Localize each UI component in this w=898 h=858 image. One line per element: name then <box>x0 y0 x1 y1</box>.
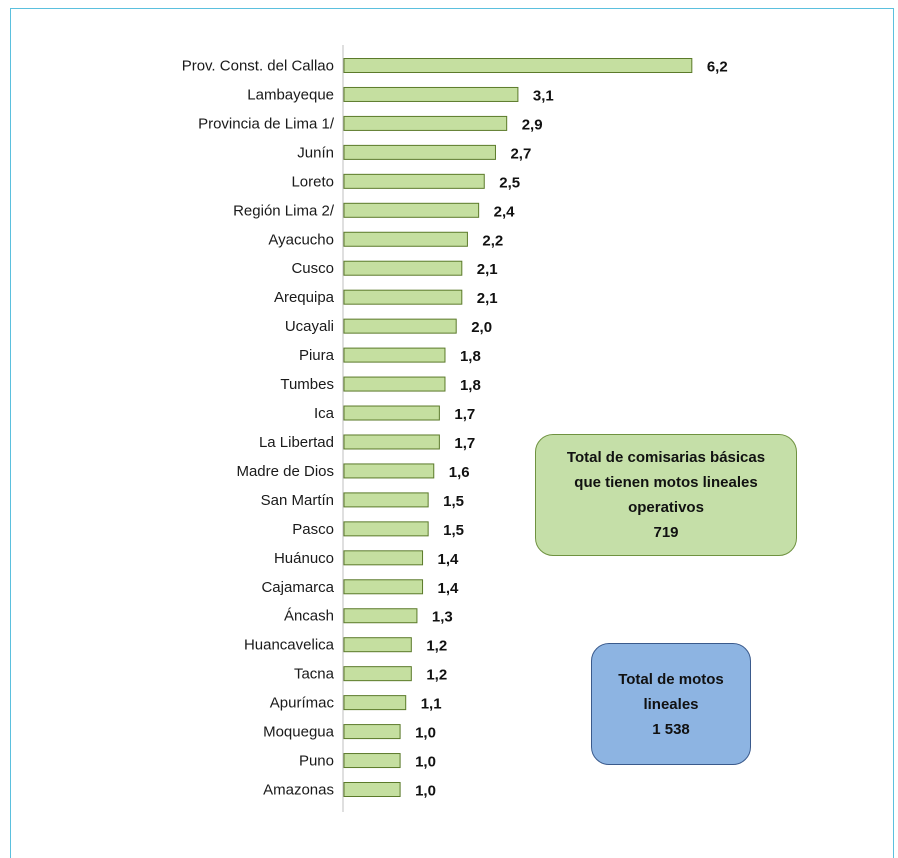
value-label: 1,8 <box>460 377 481 394</box>
category-label: Ica <box>314 405 335 422</box>
category-label: Piura <box>299 347 335 364</box>
bars-group <box>343 58 693 797</box>
bar <box>343 405 440 421</box>
value-label: 1,5 <box>443 493 464 510</box>
bar <box>343 115 508 131</box>
value-label: 3,1 <box>533 87 554 104</box>
category-label: Moquegua <box>263 724 335 741</box>
value-label: 1,0 <box>415 725 436 742</box>
category-label: Tumbes <box>280 376 334 393</box>
value-label: 1,2 <box>426 667 447 684</box>
category-label: San Martín <box>261 492 334 509</box>
bar <box>343 202 480 218</box>
bar <box>343 492 429 508</box>
category-label: Tacna <box>294 666 335 683</box>
value-label: 1,3 <box>432 609 453 626</box>
category-label: Prov. Const. del Callao <box>182 58 334 75</box>
callout-motos-line1: Total de motos <box>618 670 724 688</box>
callout-motos-value: 1 538 <box>652 720 690 738</box>
bar <box>343 550 424 566</box>
value-label: 2,4 <box>494 203 516 220</box>
value-label: 6,2 <box>707 59 728 76</box>
value-label: 1,1 <box>421 696 442 713</box>
category-label: Huánuco <box>274 550 334 567</box>
value-labels-group: 6,2 3,1 2,9 2,7 2,5 2,4 2,2 2,1 2,1 2,0 1,8 1,8 1,7 1… <box>415 59 728 800</box>
value-label: 1,4 <box>438 580 460 597</box>
value-label: 1,2 <box>426 638 447 655</box>
bar <box>343 695 407 711</box>
total-motos-callout: Total de motos lineales 1 538 <box>591 643 751 765</box>
callout-motos-line2: lineales <box>643 695 699 713</box>
value-label: 2,2 <box>482 232 503 249</box>
bar <box>343 260 463 276</box>
bar <box>343 347 446 363</box>
bar <box>343 782 401 797</box>
callout-comisarias-line3: operativos <box>628 499 704 516</box>
chart-frame <box>10 8 894 858</box>
bar <box>343 434 440 450</box>
category-label: Cajamarca <box>261 579 334 596</box>
value-label: 1,0 <box>415 783 436 800</box>
value-label: 2,9 <box>522 116 543 133</box>
category-label: Apurímac <box>270 695 335 712</box>
category-label: Amazonas <box>263 782 334 799</box>
bar <box>343 637 412 653</box>
category-label: Arequipa <box>274 289 335 306</box>
category-label: Loreto <box>291 173 334 190</box>
bar <box>343 173 485 189</box>
category-label: Áncash <box>284 608 334 625</box>
value-label: 1,6 <box>449 464 470 481</box>
bar <box>343 608 418 624</box>
category-labels-group: Prov. Const. del Callao Lambayeque Provinc… <box>182 58 335 799</box>
bar <box>343 579 424 595</box>
category-label: Lambayeque <box>247 86 334 103</box>
bar <box>343 144 496 160</box>
callout-comisarias-line1: Total de comisarias básicas <box>566 449 766 466</box>
bar <box>343 521 429 537</box>
category-label: Junín <box>297 144 334 161</box>
bar <box>343 666 412 682</box>
bar <box>343 724 401 740</box>
value-label: 1,8 <box>460 348 481 365</box>
total-comisarias-callout: Total de comisarias básicas que tienen m… <box>535 434 797 556</box>
value-label: 2,1 <box>477 261 498 278</box>
value-label: 1,5 <box>443 522 464 539</box>
category-label: La Libertad <box>259 434 334 451</box>
callout-comisarias-line2: que tienen motos lineales <box>574 474 758 491</box>
category-label: Huancavelica <box>244 637 335 654</box>
category-label: Ayacucho <box>268 231 334 248</box>
bar <box>343 753 401 769</box>
bar <box>343 376 446 392</box>
category-label: Provincia de Lima 1/ <box>198 115 335 132</box>
value-label: 2,1 <box>477 290 498 307</box>
category-label: Cusco <box>291 260 334 277</box>
bar <box>343 58 693 73</box>
value-label: 1,4 <box>438 551 460 568</box>
bar <box>343 463 435 479</box>
value-label: 1,0 <box>415 754 436 771</box>
bar <box>343 318 457 334</box>
value-label: 2,5 <box>499 174 520 191</box>
callout-comisarias-value: 719 <box>653 524 679 541</box>
category-label: Región Lima 2/ <box>233 202 335 219</box>
value-label: 2,0 <box>471 319 492 336</box>
value-label: 2,7 <box>510 145 531 162</box>
bar <box>343 86 519 102</box>
category-label: Ucayali <box>285 318 334 335</box>
category-label: Madre de Dios <box>236 463 334 480</box>
bar <box>343 231 468 247</box>
value-label: 1,7 <box>454 406 475 423</box>
category-label: Pasco <box>292 521 334 538</box>
bar <box>343 289 463 305</box>
category-label: Puno <box>299 753 334 770</box>
value-label: 1,7 <box>454 435 475 452</box>
